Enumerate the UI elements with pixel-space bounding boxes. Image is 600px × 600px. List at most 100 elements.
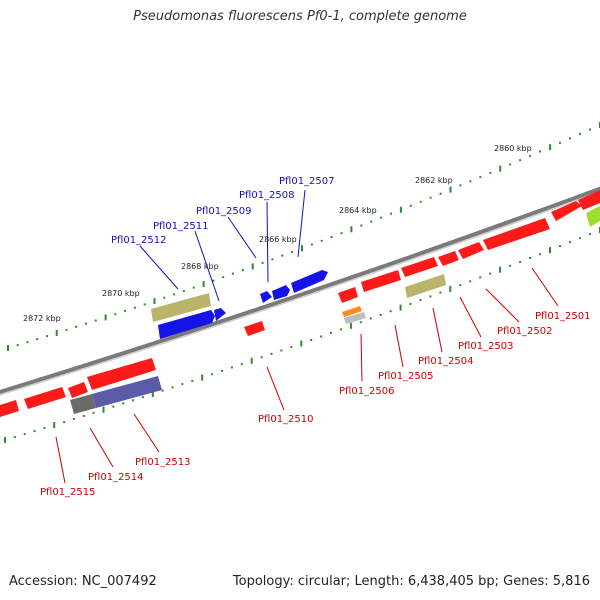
gene-pfl01-2507[interactable] bbox=[291, 270, 328, 293]
gene-pfl01-2515[interactable] bbox=[24, 387, 66, 409]
scale-tick bbox=[192, 286, 195, 289]
gene-pfl01-2510[interactable] bbox=[244, 321, 265, 336]
scale-tick bbox=[429, 196, 432, 199]
gene-pfl01-2511[interactable] bbox=[158, 310, 215, 339]
scale-tick bbox=[75, 325, 78, 328]
leader-line bbox=[297, 189, 306, 258]
gene-label[interactable]: Pfl01_2502 bbox=[497, 326, 553, 337]
scale-tick bbox=[202, 281, 205, 288]
scale-tick bbox=[479, 276, 482, 279]
gene-label[interactable]: Pfl01_2509 bbox=[196, 206, 252, 217]
gene-pfl01-2504[interactable] bbox=[438, 251, 459, 266]
scale-tick bbox=[370, 220, 373, 223]
gene-label[interactable]: Pfl01_2513 bbox=[135, 457, 191, 468]
gene-label[interactable]: Pfl01_2503 bbox=[458, 341, 514, 352]
scale-tick bbox=[300, 340, 303, 347]
scale-tick bbox=[33, 430, 36, 433]
gene-label[interactable]: Pfl01_2510 bbox=[258, 414, 314, 425]
gene-pfl01-2509[interactable] bbox=[260, 291, 272, 303]
scale-tick bbox=[419, 200, 422, 203]
gene-pfl01-2508[interactable] bbox=[272, 285, 290, 300]
scale-tick bbox=[211, 373, 214, 376]
scale-tick bbox=[569, 241, 571, 244]
gene-label[interactable]: Pfl01_2511 bbox=[153, 221, 209, 232]
gene-pfl01-2501b[interactable] bbox=[578, 190, 600, 210]
scale-tick bbox=[94, 319, 97, 322]
gene-pfl01-2513[interactable] bbox=[87, 358, 156, 390]
gene-label[interactable]: Pfl01_2508 bbox=[239, 190, 295, 201]
scale-tick bbox=[509, 264, 512, 267]
scale-tick bbox=[339, 328, 342, 331]
scale-tick bbox=[63, 421, 66, 424]
scale-tick bbox=[330, 331, 332, 334]
scale-tick bbox=[104, 314, 107, 321]
scale-tick bbox=[579, 237, 581, 240]
gene-label[interactable]: Pfl01_2507 bbox=[279, 176, 335, 187]
scale-tick bbox=[240, 363, 243, 366]
leader-line bbox=[133, 413, 160, 453]
scale-tick bbox=[389, 310, 392, 313]
scale-tick bbox=[260, 356, 263, 359]
scale-tick bbox=[499, 165, 502, 172]
gene-pfl01-2506-gray bbox=[344, 312, 366, 324]
scale-tick bbox=[65, 328, 68, 331]
leader-line bbox=[360, 333, 363, 382]
gene-label[interactable]: Pfl01_2514 bbox=[88, 472, 144, 483]
scale-tick bbox=[222, 276, 225, 279]
scale-label: 2870 kbp bbox=[102, 289, 140, 298]
gene-label[interactable]: Pfl01_2506 bbox=[339, 386, 395, 397]
scale-tick bbox=[171, 386, 174, 389]
gene-pfl01-2511b[interactable] bbox=[214, 308, 226, 321]
scale-tick bbox=[439, 291, 442, 294]
scale-label: 2862 kbp bbox=[415, 176, 453, 185]
scale-tick bbox=[163, 296, 166, 299]
gene-pfl01-2514[interactable] bbox=[68, 382, 88, 398]
gene-pfl01-2515b[interactable] bbox=[0, 400, 19, 417]
scale-tick bbox=[519, 260, 522, 263]
gene-label[interactable]: Pfl01_2512 bbox=[111, 235, 167, 246]
scale-tick bbox=[469, 280, 472, 283]
scale-tick bbox=[173, 293, 176, 296]
gene-pfl01-2506[interactable] bbox=[361, 270, 401, 292]
gene-lime-partial bbox=[586, 206, 600, 227]
gene-pfl01-2506b[interactable] bbox=[338, 287, 358, 303]
leader-line bbox=[266, 201, 269, 283]
gene-pfl01-2502[interactable] bbox=[483, 218, 550, 250]
scale-tick bbox=[509, 163, 512, 166]
scale-tick bbox=[92, 411, 95, 414]
scale-tick bbox=[290, 346, 293, 348]
gene-label[interactable]: Pfl01_2505 bbox=[378, 371, 434, 382]
scale-tick bbox=[549, 144, 552, 151]
scale-tick bbox=[349, 322, 352, 329]
scale-tick bbox=[350, 226, 353, 233]
scale-tick bbox=[143, 303, 146, 306]
scale-tick bbox=[310, 243, 313, 246]
scale-tick bbox=[459, 184, 462, 187]
gene-pfl01-2501[interactable] bbox=[551, 201, 582, 221]
scale-tick bbox=[539, 150, 542, 153]
scale-tick bbox=[559, 245, 561, 248]
gene-pfl01-2513-slate bbox=[92, 376, 162, 408]
scale-tick bbox=[449, 285, 452, 292]
scale-tick bbox=[539, 253, 542, 256]
scale-tick bbox=[124, 309, 127, 312]
scale-tick bbox=[250, 357, 253, 364]
scale-tick bbox=[122, 402, 125, 405]
scale-tick bbox=[82, 414, 85, 417]
scale-tick bbox=[271, 258, 274, 261]
scale-tick bbox=[132, 399, 135, 402]
gene-label[interactable]: Pfl01_2501 bbox=[535, 311, 591, 322]
gene-pfl01-2514-gray bbox=[70, 394, 96, 414]
gene-label[interactable]: Pfl01_2515 bbox=[40, 487, 96, 498]
scale-tick bbox=[53, 422, 56, 429]
scale-tick bbox=[181, 383, 184, 386]
scale-tick bbox=[499, 266, 502, 273]
gene-label[interactable]: Pfl01_2504 bbox=[418, 356, 474, 367]
gene-pfl01-2505[interactable] bbox=[401, 257, 438, 277]
scale-label: 2866 kbp bbox=[259, 235, 297, 244]
scale-tick bbox=[23, 433, 26, 436]
leader-line bbox=[459, 296, 482, 338]
gene-pfl01-2503[interactable] bbox=[458, 242, 484, 259]
accession-label: Accession: NC_007492 bbox=[9, 574, 157, 589]
